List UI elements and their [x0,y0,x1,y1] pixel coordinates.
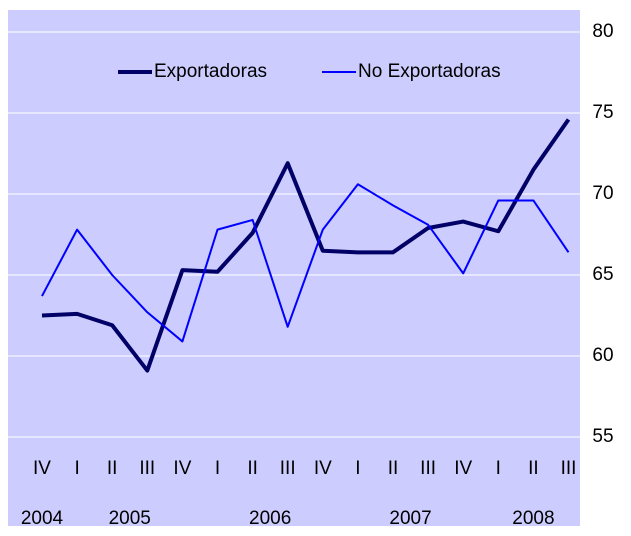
y-tick-label: 75 [592,102,613,123]
series-line [41,118,571,373]
legend-label: No Exportadoras [358,61,501,82]
x-tick-label: IV [314,458,332,479]
x-tick-label: IV [33,458,51,479]
x-tick-label: I [496,458,501,479]
year-label: 2005 [109,508,151,529]
y-tick-label: 60 [592,345,613,366]
x-tick-label: III [280,458,296,479]
x-tick-label: III [561,458,577,479]
x-tick-label: II [388,458,399,479]
x-tick-label: I [74,458,79,479]
y-tick-label: 65 [592,264,613,285]
year-label: 2004 [21,508,64,529]
x-tick-label: I [355,458,360,479]
x-tick-label: II [247,458,258,479]
y-tick-label: 55 [592,426,613,447]
x-tick-label: III [139,458,155,479]
year-label: 2008 [512,508,554,529]
year-label: 2006 [249,508,291,529]
y-tick-label: 70 [592,183,613,204]
x-tick-label: III [420,458,436,479]
x-tick-label: IV [173,458,191,479]
plot-background [8,10,580,526]
year-label: 2007 [389,508,431,529]
series-line [41,183,570,343]
x-tick-label: I [215,458,220,479]
y-tick-label: 80 [592,21,613,42]
x-tick-label: II [107,458,118,479]
legend-label: Exportadoras [154,61,267,82]
x-tick-label: IV [454,458,472,479]
x-tick-label: II [528,458,539,479]
